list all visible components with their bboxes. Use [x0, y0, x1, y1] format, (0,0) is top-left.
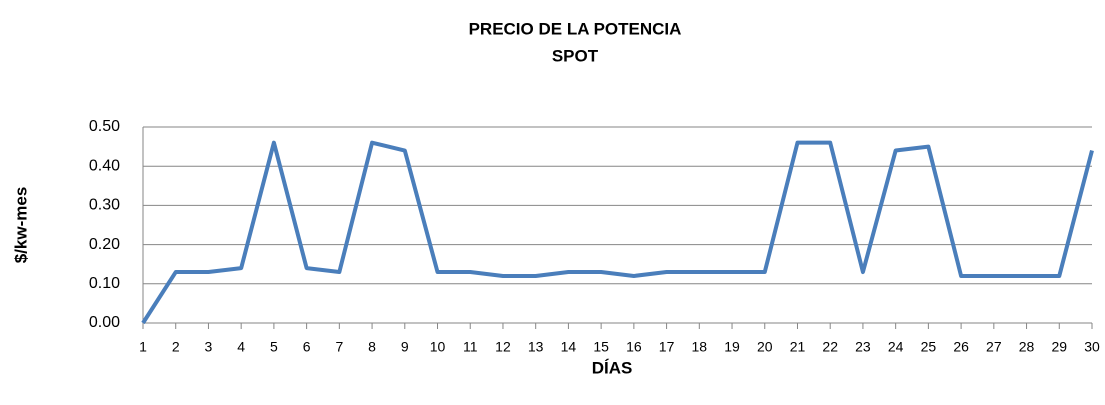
x-tick-label: 11 — [463, 339, 478, 355]
x-tick-label: 25 — [921, 339, 937, 355]
x-tick-label: 5 — [270, 339, 278, 355]
y-tick-label: 0.40 — [89, 157, 120, 174]
x-tick-label: 28 — [1019, 339, 1035, 355]
x-tick-label: 7 — [335, 339, 343, 355]
x-tick-label: 6 — [303, 339, 311, 355]
x-tick-label: 9 — [401, 339, 409, 355]
x-tick-label: 23 — [855, 339, 871, 355]
x-tick-label: 15 — [593, 339, 609, 355]
x-tick-label: 27 — [986, 339, 1002, 355]
x-tick-label: 20 — [757, 339, 773, 355]
x-tick-label: 26 — [953, 339, 969, 355]
x-tick-label: 13 — [528, 339, 544, 355]
x-tick-label: 24 — [888, 339, 904, 355]
x-tick-label: 29 — [1051, 339, 1067, 355]
x-tick-label: 10 — [430, 339, 446, 355]
y-tick-label: 0.20 — [89, 236, 120, 253]
y-tick-label: 0.50 — [89, 118, 120, 135]
x-tick-label: 21 — [790, 339, 806, 355]
y-tick-label: 0.00 — [89, 314, 120, 331]
x-tick-label: 8 — [368, 339, 376, 355]
x-tick-label: 14 — [561, 339, 577, 355]
chart-title: PRECIO DE LA POTENCIA — [469, 19, 682, 38]
x-axis-label: DÍAS — [592, 358, 633, 377]
x-tick-label: 1 — [139, 339, 147, 355]
line — [141, 140, 1094, 325]
x-tick-label: 30 — [1084, 339, 1100, 355]
x-tick-label: 2 — [172, 339, 180, 355]
x-tick-label: 17 — [659, 339, 675, 355]
x-tick-label: 12 — [495, 339, 511, 355]
y-tick-label: 0.10 — [89, 275, 120, 292]
y-tick-label: 0.30 — [89, 197, 120, 214]
x-tick-label: 16 — [626, 339, 642, 355]
x-tick-label: 4 — [237, 339, 245, 355]
y-axis-label: $/kw-mes — [11, 187, 30, 264]
x-tick-label: 18 — [692, 339, 708, 355]
x-tick-label: 3 — [205, 339, 213, 355]
x-tick-label: 22 — [822, 339, 838, 355]
chart-subtitle: SPOT — [552, 46, 599, 65]
x-tick-label: 19 — [724, 339, 740, 355]
